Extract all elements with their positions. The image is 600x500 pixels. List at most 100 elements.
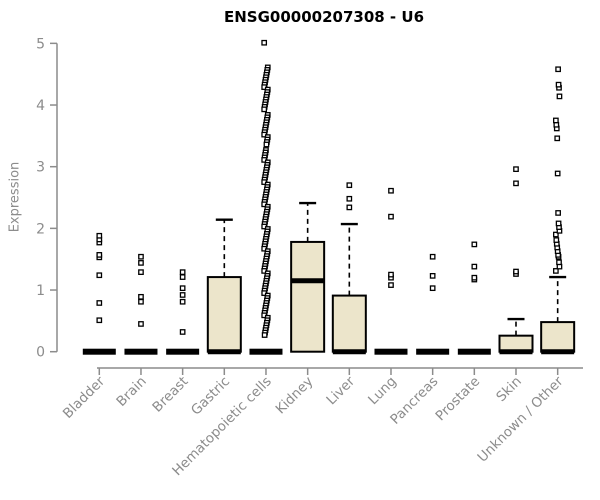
iqr-box <box>540 321 576 353</box>
box-group-unknown-other <box>540 66 576 355</box>
x-tick-label-group: Prostate <box>433 374 484 425</box>
outlier-point <box>179 329 186 335</box>
outlier-point <box>429 253 436 260</box>
box-group-pancreas <box>416 253 450 355</box>
x-tick-label-group: Liver <box>323 373 358 408</box>
outlier-point <box>556 259 562 266</box>
outlier-point <box>179 292 186 298</box>
box-group-gastric <box>206 218 242 355</box>
outlier-point <box>555 220 562 227</box>
chart-title: ENSG00000207308 - U6 <box>223 8 425 26</box>
outlier-point <box>138 260 144 266</box>
outlier-point <box>263 141 270 148</box>
outlier-point <box>346 182 353 189</box>
outlier-point <box>138 253 144 260</box>
box-group-prostate <box>457 241 491 355</box>
y-axis: 0 1 2 3 4 5 <box>36 36 58 361</box>
iqr-box <box>331 294 367 353</box>
outlier-point <box>138 293 144 300</box>
x-tick-label-group: Lung <box>365 374 400 409</box>
outlier-point <box>555 81 562 88</box>
outlier-point <box>346 204 353 211</box>
x-tick-label: Kidney <box>273 374 317 418</box>
outlier-point <box>429 285 436 292</box>
x-tick-label-group: Kidney <box>273 374 317 418</box>
x-tick-label: Bladder <box>60 373 109 422</box>
outlier-point <box>96 317 103 324</box>
outlier-point <box>179 298 186 305</box>
outlier-point <box>553 231 559 238</box>
outlier-point <box>261 39 268 46</box>
x-tick-label: Breast <box>149 374 191 416</box>
box-group-breast <box>166 269 200 355</box>
flat-box <box>82 348 116 355</box>
outlier-point <box>96 252 103 258</box>
x-tick-label: Lung <box>365 374 400 409</box>
outlier-point <box>261 106 268 113</box>
outlier-point <box>513 268 519 275</box>
outlier-point <box>471 241 478 248</box>
box-group-skin <box>498 166 534 355</box>
x-tick-label: Brain <box>113 374 149 410</box>
flat-box <box>166 348 200 355</box>
flat-box <box>416 348 450 355</box>
outlier-point <box>138 321 144 327</box>
box-group-liver <box>331 182 367 355</box>
iqr-box <box>206 276 242 353</box>
outlier-point <box>554 170 561 177</box>
outlier-point <box>261 332 268 338</box>
outlier-point <box>388 282 394 288</box>
box-group-bladder <box>82 232 116 355</box>
x-tick-label-group: Breast <box>149 374 191 416</box>
outlier-point <box>96 300 103 306</box>
y-tick-label: 1 <box>36 283 45 299</box>
outlier-point <box>513 166 519 173</box>
outlier-point <box>96 232 103 239</box>
outlier-point <box>471 274 478 281</box>
outlier-point <box>388 187 394 194</box>
x-tick-label-group: Skin <box>493 374 525 406</box>
box-group-lung <box>374 187 408 355</box>
outlier-point <box>179 274 186 280</box>
outlier-point <box>388 213 394 220</box>
box-group-brain <box>124 253 158 355</box>
outlier-point <box>138 298 144 305</box>
box-group-hematopoietic-cells <box>249 39 283 355</box>
y-tick-label: 5 <box>36 36 45 52</box>
x-tick-label: Liver <box>323 373 358 408</box>
outlier-point <box>179 285 186 292</box>
outlier-point <box>554 135 561 142</box>
y-tick-label: 0 <box>36 345 45 361</box>
outlier-point <box>553 268 559 274</box>
outlier-point <box>553 117 559 124</box>
outlier-point <box>471 263 478 270</box>
flat-box <box>374 348 408 355</box>
outlier-point <box>138 269 144 275</box>
outlier-point <box>179 269 186 275</box>
outlier-point <box>555 66 561 73</box>
outlier-point <box>556 93 563 100</box>
flat-box <box>249 348 283 355</box>
outlier-point <box>553 237 560 243</box>
iqr-box <box>290 240 326 353</box>
x-tick-label: Prostate <box>433 374 484 425</box>
flat-box <box>457 348 491 355</box>
flat-box <box>124 348 158 355</box>
y-tick-label: 4 <box>36 98 45 114</box>
x-tick-label: Skin <box>493 374 525 406</box>
x-tick-label-group: Bladder <box>60 373 109 422</box>
outlier-point <box>346 195 353 202</box>
x-tick-label-group: Brain <box>113 374 149 410</box>
y-axis-title: Expression <box>7 161 23 233</box>
outlier-point <box>96 272 103 279</box>
y-tick-label: 2 <box>36 221 45 237</box>
outlier-point <box>388 271 394 278</box>
box-group-kidney <box>290 201 326 353</box>
outlier-point <box>513 180 519 187</box>
outlier-point <box>429 272 436 279</box>
outlier-point <box>555 210 561 216</box>
y-tick-label: 3 <box>36 160 45 176</box>
